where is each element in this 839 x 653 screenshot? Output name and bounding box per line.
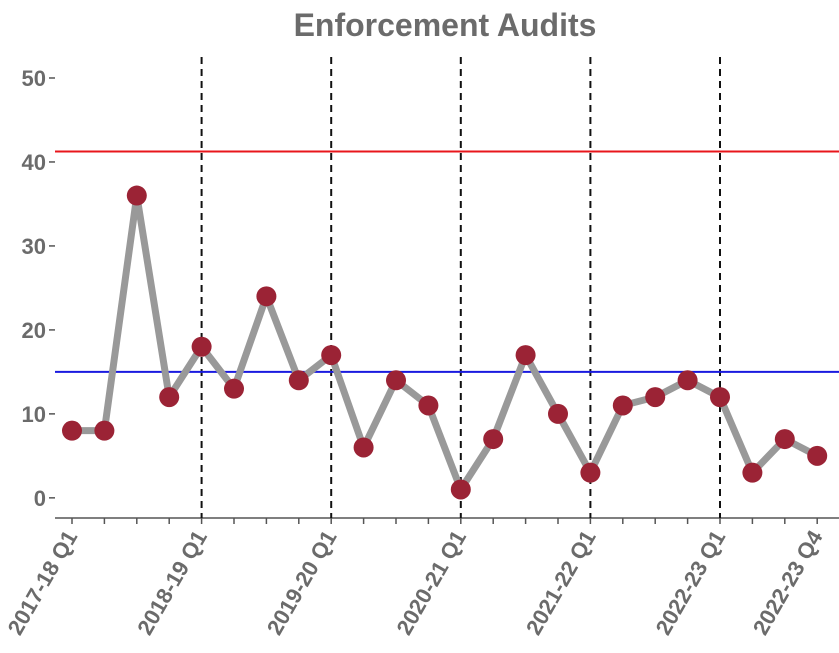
data-point — [321, 345, 342, 366]
x-tick-label: 2022-23 Q1 — [651, 526, 731, 639]
y-tick-label: 30 — [22, 234, 46, 259]
data-point — [418, 395, 439, 416]
data-point — [386, 370, 406, 391]
data-point — [159, 387, 180, 408]
data-point — [353, 437, 374, 458]
y-tick-label: 10 — [22, 402, 46, 427]
x-tick-label: 2018-19 Q1 — [132, 526, 212, 639]
data-point — [515, 345, 536, 366]
data-point — [580, 462, 601, 483]
data-point — [483, 429, 504, 450]
x-tick-label: 2020-21 Q1 — [391, 526, 471, 639]
series-line — [72, 192, 819, 493]
data-point — [126, 185, 147, 206]
data-point — [288, 370, 309, 391]
data-point — [677, 370, 698, 391]
data-point — [224, 378, 244, 399]
chart-title: Enforcement Audits — [294, 7, 597, 43]
data-point — [548, 403, 568, 424]
data-point — [742, 462, 763, 483]
x-tick-label: 2022-23 Q4 — [748, 525, 828, 639]
data-point — [807, 445, 828, 466]
y-tick-label: 40 — [22, 150, 46, 175]
x-tick-label: 2017-18 Q1 — [3, 526, 83, 639]
data-point — [612, 395, 633, 416]
data-point — [256, 286, 277, 307]
data-point — [450, 479, 471, 500]
data-point — [774, 429, 795, 450]
data-point — [645, 387, 666, 408]
data-point — [94, 420, 115, 441]
data-point — [191, 336, 212, 357]
data-point — [710, 387, 730, 408]
y-tick-label: 0 — [34, 486, 46, 511]
data-point — [62, 420, 82, 441]
x-tick-label: 2019-20 Q1 — [262, 526, 342, 639]
y-tick-label: 20 — [22, 318, 46, 343]
x-tick-label: 2021-22 Q1 — [521, 526, 601, 639]
y-tick-label: 50 — [22, 66, 46, 91]
